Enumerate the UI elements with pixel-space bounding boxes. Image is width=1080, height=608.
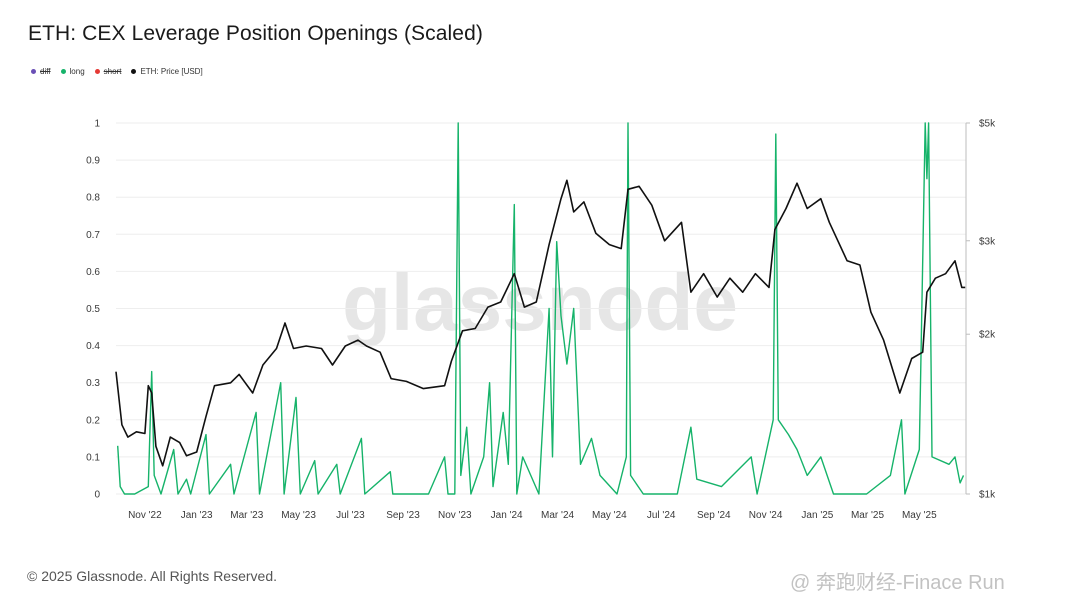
chart-legend: diff long short ETH: Price [USD] <box>31 67 203 76</box>
legend-dot-long <box>60 69 66 74</box>
source-watermark: @ 奔跑财经-Finace Run <box>790 572 1005 594</box>
y-right-tick-label: $2k <box>979 330 996 341</box>
legend-item-diff[interactable]: diff <box>31 67 51 76</box>
x-tick-label: Jan '25 <box>801 510 833 521</box>
x-tick-label: May '25 <box>902 510 937 521</box>
x-tick-label: May '23 <box>281 510 316 521</box>
y-left-tick-label: 0 <box>94 490 100 501</box>
x-tick-label: Mar '25 <box>851 510 884 521</box>
legend-dot-short <box>94 69 100 74</box>
legend-item-long[interactable]: long <box>60 67 85 76</box>
eth-price-line <box>115 179 966 467</box>
y-right-tick-label: $1k <box>979 490 996 501</box>
y-left-tick-label: 0.4 <box>86 341 100 352</box>
x-tick-label: Jan '24 <box>491 510 523 521</box>
x-tick-label: Mar '24 <box>541 510 574 521</box>
legend-item-short[interactable]: short <box>94 67 122 76</box>
x-tick-label: Jul '23 <box>336 510 365 521</box>
copyright-text: © 2025 Glassnode. All Rights Reserved. <box>27 568 278 584</box>
legend-dot-diff <box>31 69 36 74</box>
y-left-tick-label: 0.6 <box>86 267 100 278</box>
legend-dot-eth-price <box>131 69 137 74</box>
y-right-tick-label: $5k <box>979 119 996 130</box>
y-left-tick-label: 0.1 <box>86 452 100 463</box>
y-left-tick-label: 0.8 <box>86 193 100 204</box>
x-tick-label: Nov '22 <box>128 510 162 521</box>
y-left-tick-label: 0.5 <box>86 304 100 315</box>
y-left-tick-label: 0.2 <box>86 415 100 426</box>
chart-title: ETH: CEX Leverage Position Openings (Sca… <box>28 22 483 45</box>
y-left-tick-label: 1 <box>94 119 100 130</box>
x-tick-label: Jul '24 <box>647 510 676 521</box>
x-tick-label: Sep '23 <box>386 510 420 521</box>
x-tick-label: Jan '23 <box>181 510 213 521</box>
long-series-line <box>117 122 965 495</box>
y-left-tick-label: 0.9 <box>86 156 100 167</box>
x-tick-label: Nov '23 <box>438 510 472 521</box>
y-left-tick-label: 0.7 <box>86 230 100 241</box>
x-tick-label: May '24 <box>592 510 627 521</box>
legend-item-eth-price[interactable]: ETH: Price [USD] <box>131 67 203 76</box>
x-tick-label: Sep '24 <box>697 510 731 521</box>
x-tick-label: Nov '24 <box>749 510 783 521</box>
legend-label-long: long <box>69 67 85 76</box>
y-left-tick-label: 0.3 <box>86 378 100 389</box>
legend-label-eth-price: ETH: Price [USD] <box>140 67 203 76</box>
glassnode-watermark: glassnode <box>342 258 738 347</box>
y-right-tick-label: $3k <box>979 236 996 247</box>
x-tick-label: Mar '23 <box>230 510 263 521</box>
legend-label-short: short <box>103 67 122 76</box>
legend-label-diff: diff <box>40 67 51 76</box>
